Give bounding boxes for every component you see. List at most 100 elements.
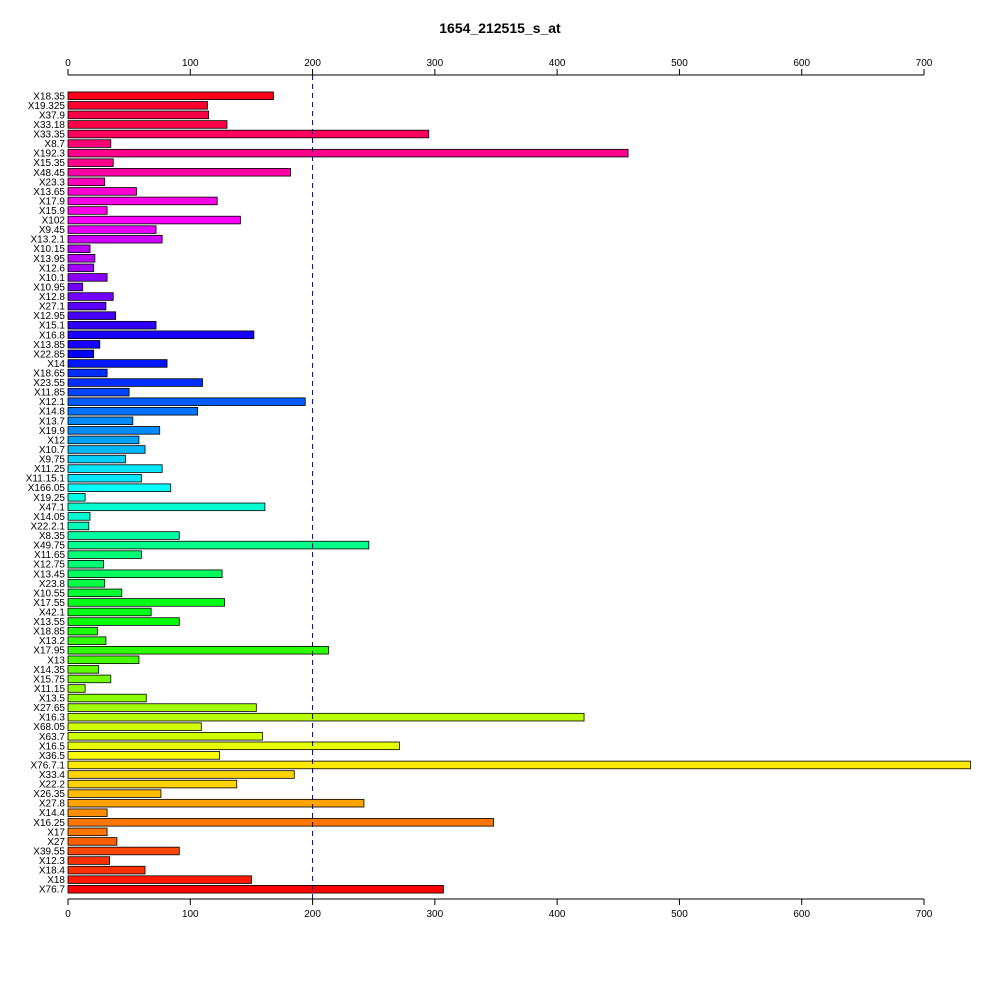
bar-X9.45 (67, 225, 157, 234)
category-label: X27 (47, 837, 65, 848)
category-label: X9.45 (39, 225, 66, 236)
bar-X13.65 (67, 187, 137, 196)
category-label: X48.45 (33, 168, 65, 179)
category-label: X76.7 (39, 885, 66, 896)
category-label: X14.35 (33, 665, 65, 676)
x-tick-label: 100 (182, 58, 199, 69)
category-label: X33.35 (33, 130, 65, 141)
category-label: X19.25 (33, 493, 65, 504)
bar-X39.55 (67, 846, 180, 856)
category-label: X11.15 (34, 684, 65, 695)
category-label: X63.7 (39, 732, 66, 743)
bar-X27.65 (67, 703, 257, 712)
category-label: X39.55 (33, 846, 65, 857)
category-label: X19.325 (28, 101, 66, 112)
bar-X26.35 (67, 789, 162, 798)
bar-X13.85 (67, 340, 101, 349)
bar-X14 (67, 359, 168, 368)
bar-X102 (67, 215, 241, 225)
category-label: X13.85 (33, 340, 65, 351)
category-label: X11.15.1 (26, 474, 66, 485)
category-label: X9.75 (39, 455, 66, 466)
category-label: X10.1 (39, 273, 66, 284)
bar-X18 (67, 875, 252, 884)
category-label: X17.95 (33, 646, 65, 657)
category-label: X16.8 (39, 330, 66, 341)
category-label: X23.55 (33, 378, 65, 389)
bar-X14.05 (67, 512, 91, 521)
category-label: X16.25 (33, 818, 65, 829)
bar-X37.9 (67, 110, 210, 120)
x-tick-label: 300 (427, 58, 444, 69)
category-label: X27.1 (39, 302, 66, 313)
bar-X166.05 (67, 483, 172, 492)
bar-X14.35 (67, 665, 99, 674)
category-label: X15.35 (33, 158, 65, 169)
bar-X13.45 (67, 569, 223, 578)
category-label: X13.65 (33, 187, 65, 198)
bar-X15.1 (67, 320, 157, 330)
bar-X9.75 (67, 454, 126, 464)
bar-X42.1 (67, 607, 152, 617)
x-tick-label: 100 (182, 909, 199, 920)
bar-X13.55 (67, 617, 180, 626)
category-label: X11.85 (34, 388, 65, 399)
category-label: X8.7 (44, 139, 65, 150)
category-label: X42.1 (39, 607, 66, 618)
category-label: X15.75 (33, 674, 65, 685)
bar-X17.95 (67, 646, 329, 655)
bar-X17 (67, 827, 108, 837)
category-label: X12.1 (39, 397, 66, 408)
bar-X10.95 (67, 282, 84, 292)
x-tick-label: 200 (304, 909, 321, 920)
bar-X12.3 (67, 856, 110, 865)
x-tick-label: 500 (671, 58, 688, 69)
bar-X17.55 (67, 598, 225, 607)
bar-X23.55 (67, 378, 203, 387)
category-label: X13 (47, 655, 65, 666)
category-label: X13.45 (33, 569, 65, 580)
bar-X13.2 (67, 636, 107, 645)
x-tick-label: 0 (65, 58, 71, 69)
category-label: X13.2.1 (31, 235, 66, 246)
bar-X76.7 (67, 885, 444, 894)
bar-X16.25 (67, 818, 494, 827)
bar-X19.9 (67, 426, 161, 435)
bar-X16.5 (67, 741, 400, 751)
category-label: X12.6 (39, 263, 66, 274)
category-label: X47.1 (39, 502, 66, 513)
category-label: X13.95 (33, 254, 65, 265)
x-tick-label: 700 (916, 909, 933, 920)
category-label: X17.55 (33, 598, 65, 609)
category-label: X23.8 (39, 579, 66, 590)
bar-X15.75 (67, 674, 112, 684)
category-label: X36.5 (39, 751, 66, 762)
category-label: X10.7 (39, 445, 66, 456)
category-label: X76.7.1 (31, 760, 66, 771)
category-label: X68.05 (33, 722, 65, 733)
x-tick-label: 400 (549, 58, 566, 69)
bar-X47.1 (67, 502, 266, 512)
category-label: X14.05 (33, 512, 65, 523)
bar-X22.2 (67, 779, 238, 789)
bar-X12 (67, 435, 140, 445)
category-label: X15.1 (39, 321, 66, 332)
bar-X11.15 (67, 684, 86, 693)
category-label: X14.4 (39, 808, 66, 819)
bar-X22.2.1 (67, 521, 90, 531)
category-label: X49.75 (33, 541, 65, 552)
bar-X27.1 (67, 301, 107, 311)
bar-X13.2.1 (67, 234, 163, 244)
bar-X11.15.1 (67, 473, 142, 483)
bar-X18.35 (67, 91, 274, 101)
bar-X19.325 (67, 101, 208, 110)
category-label: X12.75 (33, 560, 65, 571)
bar-X10.55 (67, 588, 123, 598)
category-label: X18.65 (33, 369, 65, 380)
bar-X18.85 (67, 626, 98, 636)
category-label: X26.35 (33, 789, 65, 800)
bar-X14.8 (67, 407, 199, 416)
bar-X19.25 (67, 493, 86, 502)
category-label: X15.9 (39, 206, 66, 217)
